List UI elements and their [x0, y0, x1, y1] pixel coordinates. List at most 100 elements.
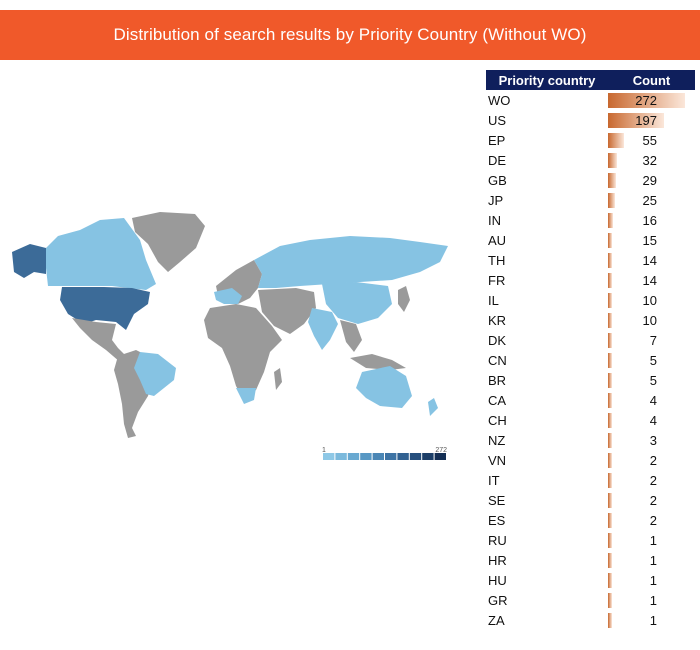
country-code: FR — [488, 273, 506, 288]
table-row: JP 25 — [486, 191, 695, 211]
count-value: 2 — [649, 513, 657, 528]
count-data-bar — [608, 553, 612, 568]
map-region-usa — [60, 287, 150, 330]
country-code: TH — [488, 253, 506, 268]
country-code: IT — [488, 473, 500, 488]
map-region-new-zealand — [428, 398, 438, 416]
country-code: HU — [488, 573, 507, 588]
table-row: HU 1 — [486, 571, 695, 591]
country-code: BR — [488, 373, 507, 388]
map-region-russia — [254, 236, 448, 288]
legend-min: 1 — [322, 447, 326, 454]
count-data-bar — [608, 333, 612, 348]
table-header-count[interactable]: Count — [608, 70, 695, 90]
count-value: 5 — [649, 373, 657, 388]
table-row: SE 2 — [486, 491, 695, 511]
table-row: CN 5 — [486, 351, 695, 371]
table-row: ES 2 — [486, 511, 695, 531]
count-data-bar — [608, 313, 612, 328]
table-row: BR 5 — [486, 371, 695, 391]
country-code: JP — [488, 193, 504, 208]
table-row: DK 7 — [486, 331, 695, 351]
table-row: DE 32 — [486, 151, 695, 171]
country-code: CN — [488, 353, 507, 368]
count-value: 2 — [649, 493, 657, 508]
country-code: IN — [488, 213, 501, 228]
count-value: 4 — [649, 413, 657, 428]
count-value: 29 — [642, 173, 657, 188]
count-value: 1 — [649, 573, 657, 588]
count-value: 55 — [642, 133, 657, 148]
table-row: TH 14 — [486, 251, 695, 271]
legend-step — [422, 453, 434, 460]
count-value: 1 — [649, 613, 657, 628]
map-region-india — [308, 308, 338, 350]
country-code: KR — [488, 313, 507, 328]
map-region-indonesia — [350, 354, 406, 370]
count-data-bar — [608, 573, 612, 588]
country-code: CH — [488, 413, 507, 428]
country-code: ES — [488, 513, 506, 528]
legend-step — [323, 453, 335, 460]
count-data-bar — [608, 613, 612, 628]
table-row: AU 15 — [486, 231, 695, 251]
table-row: US 197 — [486, 111, 695, 131]
world-map: 1 272 — [12, 212, 448, 460]
country-code: US — [488, 113, 507, 128]
legend-step — [434, 453, 446, 460]
count-data-bar — [608, 393, 612, 408]
map-region-greenland — [132, 212, 205, 272]
count-data-bar — [608, 473, 612, 488]
count-value: 7 — [649, 333, 657, 348]
count-value: 16 — [642, 213, 657, 228]
map-region-western-europe — [214, 288, 242, 304]
table-row: EP 55 — [486, 131, 695, 151]
country-code: GR — [488, 593, 508, 608]
count-data-bar — [608, 173, 616, 188]
count-data-bar — [608, 493, 612, 508]
country-code: EP — [488, 133, 506, 148]
count-value: 5 — [649, 353, 657, 368]
legend-step — [409, 453, 422, 460]
table-row: CH 4 — [486, 411, 695, 431]
table-header-priority-country[interactable]: Priority country — [486, 70, 608, 90]
map-region-japan — [398, 286, 410, 312]
country-code: WO — [488, 93, 511, 108]
count-data-bar — [608, 193, 615, 208]
country-code: DE — [488, 153, 507, 168]
legend-max: 272 — [435, 447, 447, 454]
count-value: 197 — [635, 113, 657, 128]
country-code: DK — [488, 333, 507, 348]
count-data-bar — [608, 433, 612, 448]
count-data-bar — [608, 153, 617, 168]
count-value: 1 — [649, 553, 657, 568]
count-value: 10 — [642, 293, 657, 308]
table-row: HR 1 — [486, 551, 695, 571]
country-code: NZ — [488, 433, 506, 448]
map-region-china — [322, 282, 392, 324]
table-row: KR 10 — [486, 311, 695, 331]
table-row: VN 2 — [486, 451, 695, 471]
chart-title: Distribution of search results by Priori… — [113, 25, 587, 44]
country-code: RU — [488, 533, 507, 548]
count-data-bar — [608, 453, 612, 468]
table-row: ZA 1 — [486, 611, 695, 631]
country-code: SE — [488, 493, 506, 508]
count-value: 272 — [635, 93, 657, 108]
count-value: 1 — [649, 593, 657, 608]
title-banner: Distribution of search results by Priori… — [0, 10, 700, 60]
count-data-bar — [608, 93, 685, 108]
count-data-bar — [608, 113, 664, 128]
count-value: 1 — [649, 533, 657, 548]
count-data-bar — [608, 213, 613, 228]
count-data-bar — [608, 373, 612, 388]
map-region-southeast-asia — [340, 320, 362, 352]
count-data-bar — [608, 513, 612, 528]
legend-step — [360, 453, 372, 460]
legend-step — [385, 453, 397, 460]
count-data-bar — [608, 353, 612, 368]
table-row: FR 14 — [486, 271, 695, 291]
table-row: GB 29 — [486, 171, 695, 191]
map-region-middle-east — [258, 288, 316, 334]
count-data-bar — [608, 533, 612, 548]
